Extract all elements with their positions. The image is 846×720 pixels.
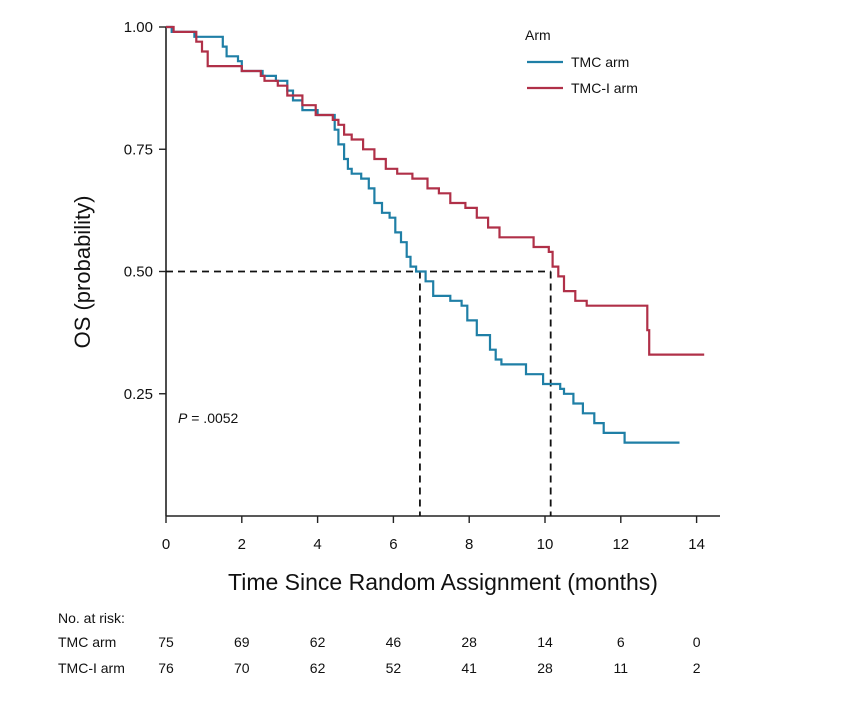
- risk-value: 28: [537, 660, 553, 676]
- y-tick-label: 0.75: [124, 141, 153, 158]
- legend-label-tmc: TMC arm: [571, 54, 629, 70]
- x-axis-title: Time Since Random Assignment (months): [228, 569, 658, 595]
- x-tick-label: 14: [688, 536, 705, 553]
- legend-label-tmc-i: TMC-I arm: [571, 80, 638, 96]
- y-tick-label: 0.50: [124, 264, 153, 281]
- p-value-symbol: P: [178, 410, 188, 426]
- median-lines: [166, 270, 552, 516]
- x-tick-label: 6: [389, 536, 397, 553]
- risk-value: 62: [309, 660, 326, 676]
- legend-title: Arm: [525, 27, 551, 43]
- risk-value: 6: [616, 634, 625, 650]
- risk-value: 52: [385, 660, 402, 676]
- risk-value: 75: [158, 634, 174, 650]
- risk-value: 76: [158, 660, 174, 676]
- risk-value: 46: [385, 634, 402, 650]
- survival-curves: [166, 25, 705, 444]
- risk-value: 11: [613, 660, 629, 676]
- x-tick-label: 10: [537, 536, 554, 553]
- km-survival-chart: 0.25 0.50 0.75 1.00 0 2 4 6 8 10 12 14 Time Since …: [70, 19, 720, 595]
- risk-value: 41: [461, 660, 477, 676]
- legend: Arm TMC arm TMC-I arm: [525, 27, 638, 96]
- y-tick-label: 0.25: [124, 386, 153, 403]
- curve-tmc-i: [166, 25, 705, 356]
- risk-row-label-tmc: TMC arm: [58, 634, 117, 650]
- risk-row-label-tmc-i: TMC-I arm: [58, 660, 125, 676]
- y-ticks: 0.25 0.50 0.75 1.00: [124, 19, 166, 403]
- x-tick-label: 0: [162, 536, 170, 553]
- risk-value: 28: [461, 634, 477, 650]
- y-tick-label: 1.00: [124, 19, 153, 36]
- risk-value: 14: [537, 634, 553, 650]
- x-ticks: 0 2 4 6 8 10 12 14: [162, 516, 705, 553]
- x-tick-label: 8: [465, 536, 473, 553]
- risk-value: 0: [692, 634, 701, 650]
- x-tick-label: 4: [313, 536, 321, 553]
- p-value-text: = .0052: [187, 410, 238, 426]
- risk-table-title: No. at risk:: [58, 610, 125, 626]
- y-axis-title: OS (probability): [70, 196, 95, 349]
- p-value-annotation: P = .0052: [178, 410, 239, 426]
- risk-value: 62: [309, 634, 326, 650]
- risk-value: 70: [234, 660, 250, 676]
- risk-value: 69: [234, 634, 250, 650]
- x-tick-label: 12: [612, 536, 629, 553]
- risk-value: 2: [692, 660, 701, 676]
- x-tick-label: 2: [238, 536, 246, 553]
